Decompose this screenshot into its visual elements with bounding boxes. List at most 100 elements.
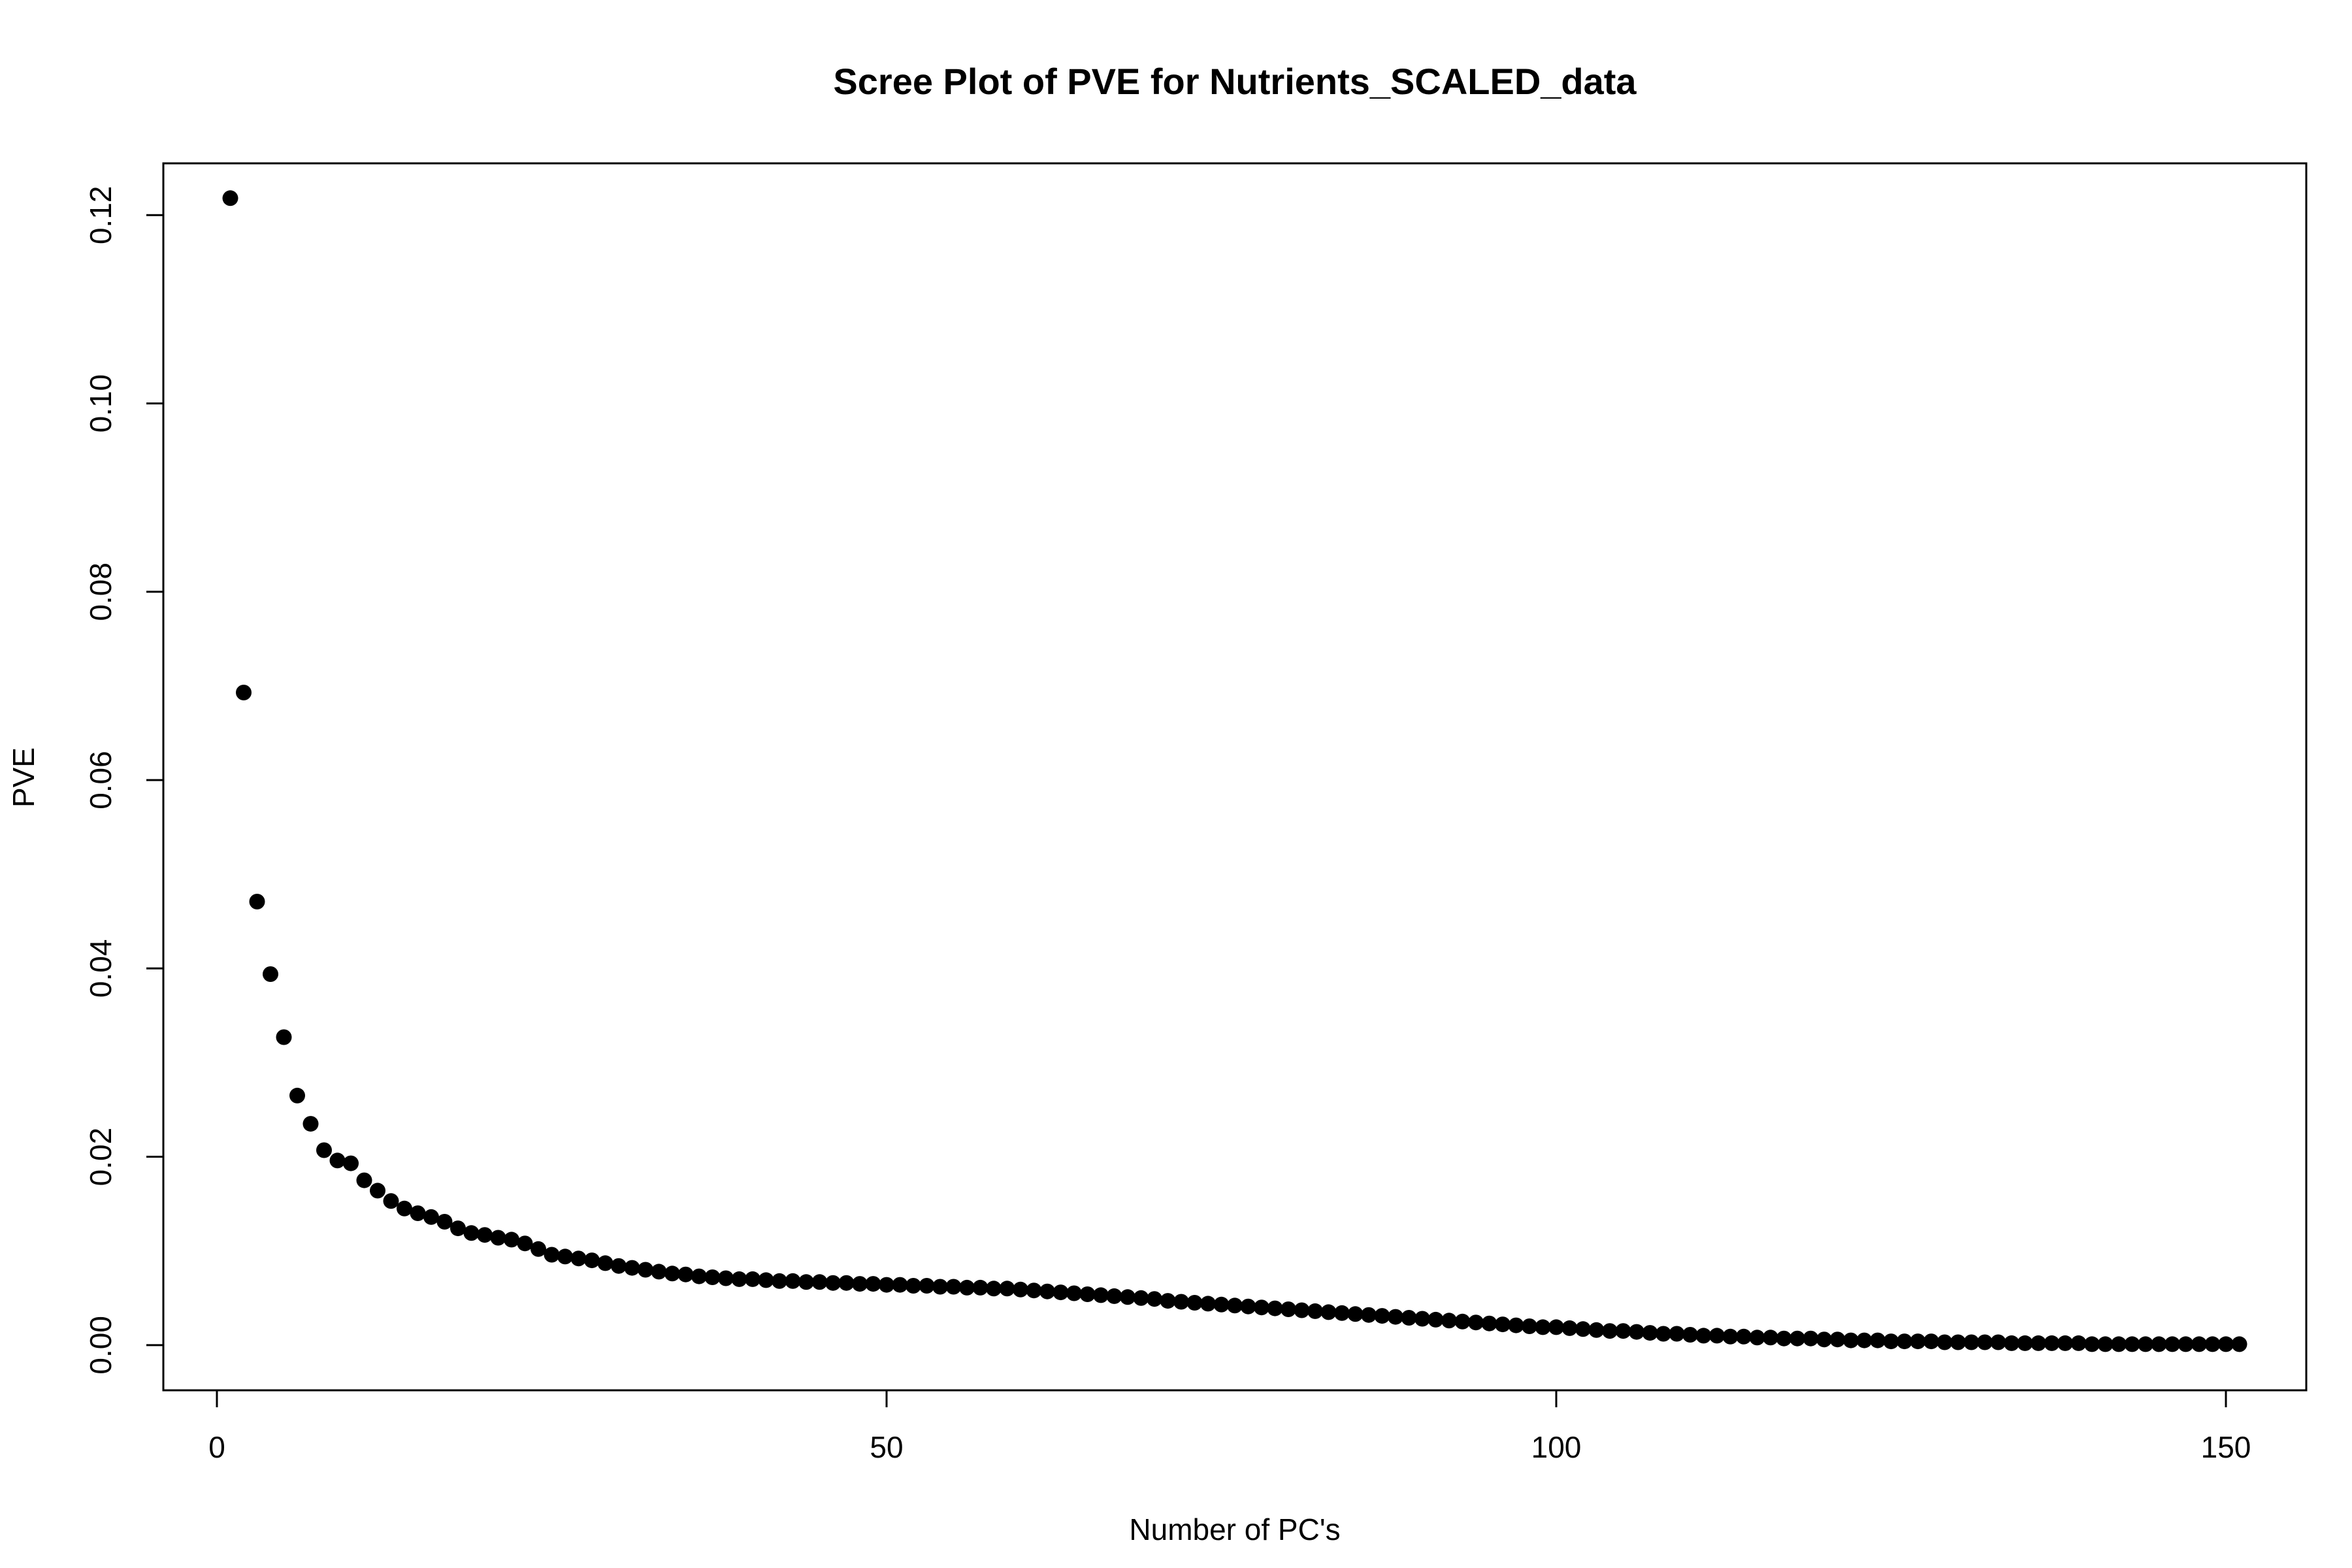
data-point	[1186, 1295, 1203, 1311]
data-point	[531, 1241, 546, 1257]
data-point	[1361, 1307, 1377, 1323]
data-point	[718, 1270, 734, 1286]
data-point	[2138, 1336, 2153, 1352]
data-point	[1615, 1323, 1631, 1339]
x-tick-label: 50	[870, 1430, 903, 1464]
data-point	[2218, 1336, 2234, 1352]
x-axis-label: Number of PC's	[1129, 1512, 1340, 1546]
data-point	[343, 1155, 359, 1171]
y-tick-label: 0.06	[84, 751, 118, 809]
data-point	[2031, 1335, 2046, 1351]
data-point	[1829, 1331, 1846, 1348]
data-point	[1173, 1294, 1189, 1310]
data-point	[2057, 1335, 2073, 1351]
data-point	[745, 1271, 760, 1287]
data-point	[785, 1273, 801, 1289]
data-point	[1200, 1296, 1216, 1312]
y-axis: 0.00 0.02 0.04 0.06 0.08 0.10 0.12	[84, 186, 165, 1375]
data-point	[397, 1200, 412, 1217]
y-axis-label: PVE	[7, 747, 41, 808]
data-point	[986, 1281, 1002, 1297]
data-point	[2070, 1335, 2087, 1351]
data-point	[999, 1281, 1015, 1297]
data-point	[316, 1142, 332, 1158]
data-point	[1789, 1330, 1805, 1347]
data-point	[1588, 1322, 1605, 1338]
data-point	[597, 1255, 613, 1271]
data-point	[2084, 1336, 2100, 1352]
data-point	[1950, 1334, 1966, 1350]
data-point	[959, 1279, 975, 1296]
data-point	[517, 1235, 533, 1252]
data-point	[1803, 1330, 1819, 1347]
data-point	[1120, 1289, 1135, 1305]
data-point	[1079, 1286, 1096, 1302]
data-point	[1963, 1334, 1980, 1350]
data-point	[504, 1232, 519, 1248]
data-point	[1133, 1290, 1149, 1306]
data-point	[1454, 1313, 1471, 1330]
data-point	[249, 894, 265, 909]
data-point	[1695, 1328, 1712, 1344]
data-point	[1066, 1285, 1082, 1301]
data-point	[370, 1183, 385, 1199]
data-point	[1026, 1282, 1042, 1299]
data-point	[1013, 1281, 1028, 1298]
data-point	[772, 1273, 787, 1289]
data-point	[1977, 1334, 1993, 1350]
chart-title: Scree Plot of PVE for Nutrients_SCALED_d…	[833, 61, 1637, 102]
y-tick-label: 0.12	[84, 186, 118, 245]
data-point	[1093, 1287, 1109, 1303]
data-point	[1213, 1296, 1230, 1313]
data-point	[2178, 1336, 2194, 1352]
data-point	[1254, 1299, 1269, 1316]
x-tick-label: 0	[208, 1430, 225, 1464]
data-point	[490, 1230, 506, 1246]
data-point	[2231, 1336, 2247, 1352]
data-point	[1334, 1305, 1350, 1321]
data-point	[1106, 1288, 1122, 1304]
data-point	[2204, 1336, 2221, 1352]
data-point	[477, 1227, 493, 1243]
data-point	[1428, 1311, 1444, 1328]
data-point	[1776, 1330, 1792, 1347]
data-point	[289, 1087, 305, 1103]
data-point	[2017, 1335, 2033, 1351]
data-point	[1495, 1316, 1511, 1333]
data-point	[1763, 1330, 1778, 1346]
data-point	[236, 685, 252, 700]
data-point	[570, 1250, 587, 1267]
data-point	[1856, 1332, 1872, 1348]
data-point	[1388, 1309, 1403, 1325]
data-point	[1147, 1291, 1162, 1307]
data-point	[2191, 1336, 2207, 1352]
data-point	[1682, 1327, 1698, 1343]
data-point	[302, 1116, 319, 1132]
data-point	[611, 1258, 627, 1274]
data-point	[2111, 1336, 2127, 1352]
data-point	[356, 1172, 372, 1188]
data-point	[945, 1279, 962, 1295]
data-point	[1267, 1300, 1283, 1316]
plot-frame	[162, 162, 2308, 1392]
data-point	[624, 1260, 640, 1276]
data-point	[1883, 1333, 1899, 1350]
data-point	[731, 1271, 747, 1287]
data-point	[544, 1247, 560, 1263]
data-point	[1535, 1319, 1551, 1335]
y-tick-label: 0.08	[84, 563, 118, 621]
data-point	[1053, 1284, 1069, 1301]
data-point	[463, 1225, 480, 1241]
data-point	[1414, 1311, 1430, 1327]
data-point	[1548, 1319, 1564, 1335]
data-point	[1910, 1333, 1926, 1350]
data-point	[1709, 1328, 1725, 1344]
data-point	[1897, 1333, 1912, 1350]
data-point	[2097, 1336, 2114, 1352]
data-point	[1374, 1308, 1390, 1324]
data-point	[1039, 1283, 1055, 1299]
data-point	[1347, 1306, 1364, 1322]
data-point	[410, 1205, 426, 1221]
data-point	[1936, 1334, 1953, 1350]
